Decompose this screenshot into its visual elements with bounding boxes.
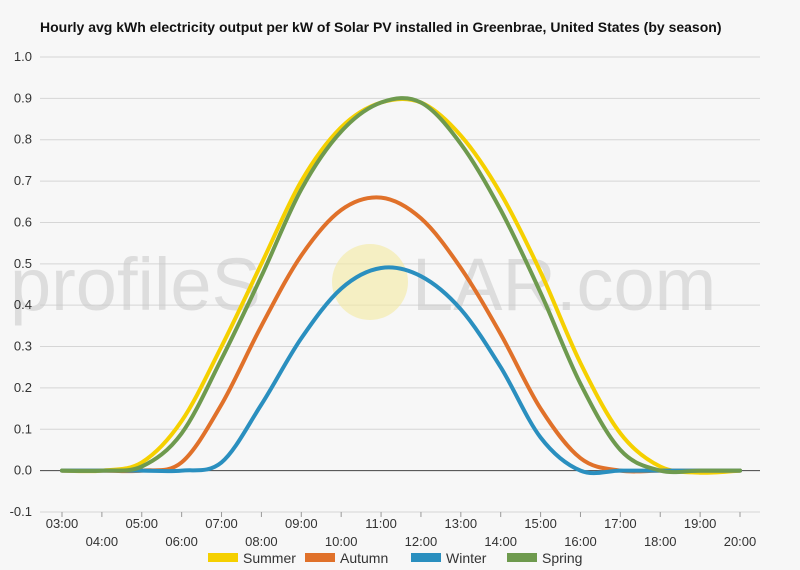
x-tick-label: 15:00 (524, 516, 557, 531)
x-tick-label: 14:00 (484, 534, 517, 549)
series-layer (60, 96, 742, 476)
legend-label-spring: Spring (542, 550, 582, 566)
y-tick-label: 0.8 (14, 132, 32, 147)
y-tick-label: 0.7 (14, 173, 32, 188)
grid-layer (40, 56, 760, 513)
y-tick-label: 0.9 (14, 90, 32, 105)
x-tick-label: 13:00 (445, 516, 478, 531)
legend-swatch-autumn (305, 553, 335, 562)
x-tick-label: 18:00 (644, 534, 677, 549)
legend-swatch-summer (208, 553, 238, 562)
legend-label-winter: Winter (446, 550, 487, 566)
series-line-spring (60, 96, 742, 475)
legend-label-autumn: Autumn (340, 550, 388, 566)
y-tick-label: 0.5 (14, 256, 32, 271)
y-tick-label: 0.1 (14, 421, 32, 436)
y-tick-label: 0.0 (14, 463, 32, 478)
watermark-sun-icon (332, 244, 408, 320)
x-tick-label: 06:00 (165, 534, 198, 549)
x-tick-label: 07:00 (205, 516, 238, 531)
y-tick-label: 0.3 (14, 339, 32, 354)
series-line-winter (60, 265, 742, 476)
x-tick-label: 16:00 (564, 534, 597, 549)
x-tick-label: 17:00 (604, 516, 637, 531)
x-tick-label: 19:00 (684, 516, 717, 531)
legend: Summer Autumn Winter Spring (208, 550, 582, 566)
x-tick-label: 20:00 (724, 534, 757, 549)
x-tick-label: 04:00 (86, 534, 119, 549)
y-tick-label: 0.2 (14, 380, 32, 395)
chart-title: Hourly avg kWh electricity output per kW… (40, 19, 722, 35)
x-tick-label: 12:00 (405, 534, 438, 549)
axis-layer: -0.1 0.0 0.1 0.2 0.3 0.4 0.5 0.6 0.7 0.8 0.9 1.0 03:… (10, 49, 757, 549)
series-line-autumn (60, 195, 742, 474)
x-tick-label: 05:00 (125, 516, 158, 531)
y-tick-label: 1.0 (14, 49, 32, 64)
watermark: profileS LAR.com (10, 243, 716, 326)
x-tick-label: 11:00 (365, 516, 397, 531)
watermark-text-left: profileS (10, 243, 261, 326)
y-tick-label: -0.1 (10, 504, 32, 519)
watermark-text-right: LAR.com (412, 243, 716, 326)
y-tick-label: 0.6 (14, 214, 32, 229)
legend-swatch-spring (507, 553, 537, 562)
legend-swatch-winter (411, 553, 441, 562)
x-tick-label: 08:00 (245, 534, 278, 549)
x-tick-label: 09:00 (285, 516, 318, 531)
x-tick-label: 03:00 (46, 516, 79, 531)
legend-label-summer: Summer (243, 550, 296, 566)
x-tick-label: 10:00 (325, 534, 358, 549)
y-tick-label: 0.4 (14, 297, 32, 312)
